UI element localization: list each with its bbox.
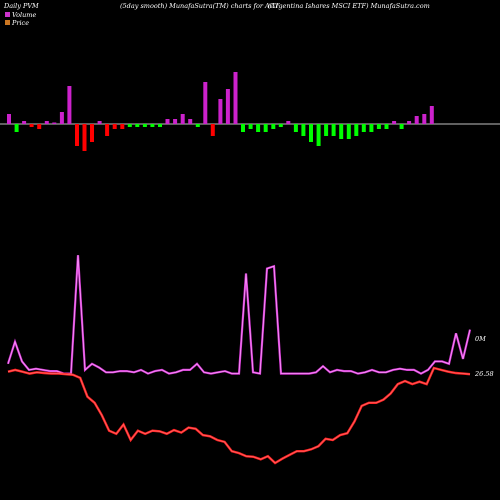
pvm-bar [173,119,178,124]
pvm-bars [7,72,434,151]
pvm-bar [233,72,238,124]
pvm-bar [241,124,245,132]
pvm-bar [354,124,359,136]
pvm-bar [165,119,170,124]
pvm-bar [324,124,329,136]
pvm-bar [22,121,27,124]
pvm-bar [218,99,223,124]
pvm-bar [278,124,283,127]
pvm-bar [309,124,313,142]
pvm-bar [37,124,42,129]
pvm-bar [67,86,72,124]
pvm-bar [286,121,291,124]
pvm-bar [429,106,434,124]
header-middle: (5day smooth) MunafaSutra(TM) charts for… [120,2,280,10]
pvm-bar [225,89,230,124]
pvm-bar [256,124,261,132]
pvm-bar [399,124,404,129]
pvm-bar [407,121,412,124]
pvm-bar [210,124,215,136]
pvm-bar [316,124,321,146]
pvm-bar [158,124,162,127]
pvm-bar [44,121,49,124]
pvm-bar [105,124,110,136]
pvm-bar [361,124,366,132]
pvm-bar [203,82,208,124]
pvm-bar [414,116,419,124]
pvm-bar [112,124,117,129]
price-line [7,366,471,465]
pvm-bar [82,124,87,151]
pvm-bar [75,124,79,146]
pvm-bar [301,124,306,136]
legend-price-label: Price [11,19,29,27]
price-line-highlight [7,367,471,464]
price-end-label: 26.58 [474,370,494,378]
header-right: (Argentina Ishares MSCI ETF) MunafaSutra… [268,2,430,10]
pvm-bar [263,124,268,132]
pvm-bar [29,124,34,127]
pvm-bar [14,124,19,132]
pvm-bar [7,114,11,124]
legend-price-swatch [5,20,10,25]
pvm-bar [369,124,374,132]
pvm-bar [376,124,381,129]
pvm-bar [52,122,57,124]
legend-volume-swatch [5,12,10,17]
pvm-bar [188,119,193,124]
pvm-bar [142,124,147,127]
header-left: Daily PVM [3,2,39,10]
pvm-bar [180,114,185,124]
pvm-bar [331,124,336,136]
pvm-bar [90,124,94,142]
chart-header: Daily PVM (5day smooth) MunafaSutra(TM) … [3,2,430,10]
pvm-bar [195,124,200,127]
pvm-bar [248,124,253,129]
pvm-bar [392,121,397,124]
pvm-bar [346,124,351,139]
pvm-bar [339,124,344,139]
pvm-bar [120,124,125,129]
legend: Volume Price [5,11,36,27]
pvm-bar [422,114,427,124]
volume-end-label: 0M [475,335,486,343]
pvm-bar [59,112,64,124]
pvm-bar [97,121,102,124]
legend-volume-label: Volume [12,11,36,19]
pvm-bar [150,124,155,127]
volume-line-highlight [7,255,471,375]
pvm-bar [293,124,298,132]
pvm-bar [271,124,276,129]
pvm-bar [127,124,132,127]
pvm-bar [384,124,389,129]
pvm-bar [135,124,140,127]
